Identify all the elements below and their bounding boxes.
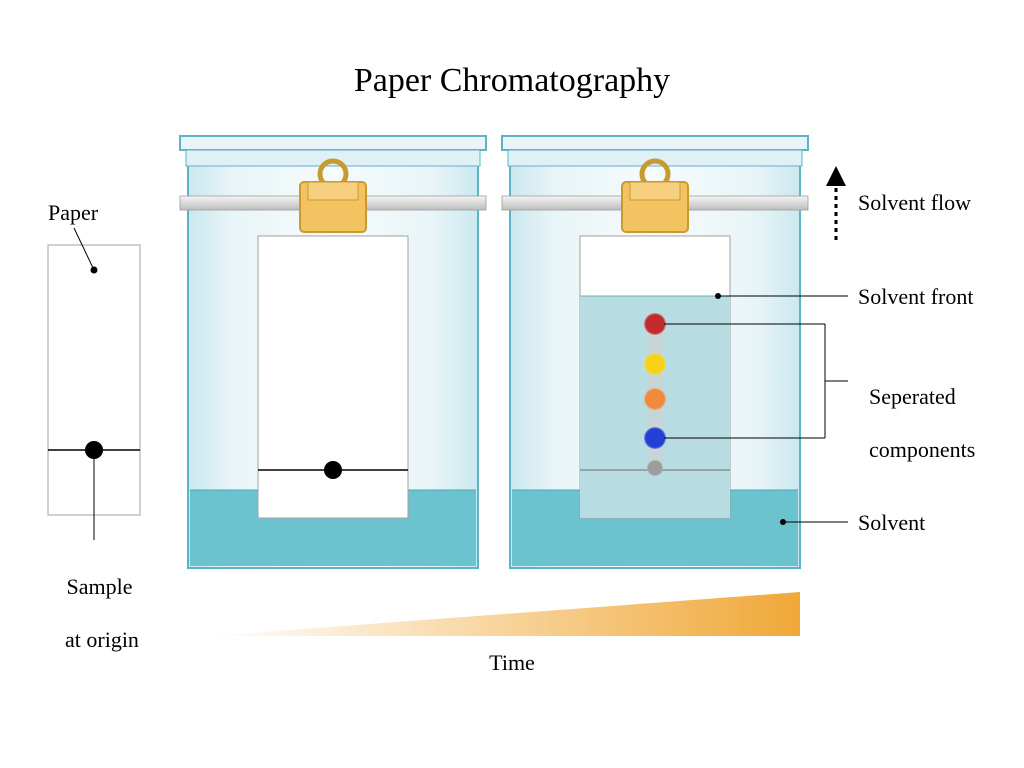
label-separated: Seperated components [858,358,975,464]
label-sample-origin-l1: Sample [67,574,133,599]
label-sample-origin: Sample at origin [54,548,134,654]
diagram-canvas: { "title": { "text": "Paper Chromatograp… [0,0,1024,768]
label-sample-origin-l2: at origin [65,627,139,652]
jar-before [180,136,486,568]
jar1-origin-dot [324,461,342,479]
spot-red [644,313,666,335]
label-solvent-flow: Solvent flow [858,190,971,216]
solvent-flow-arrow [826,166,846,240]
label-solvent: Solvent [858,510,925,536]
spot-grey [647,460,663,476]
time-wedge [208,592,800,636]
left-paper-strip [48,228,140,540]
label-paper: Paper [48,200,98,226]
spot-yellow [644,353,666,375]
label-separated-l1: Seperated [869,384,956,409]
label-solvent-front: Solvent front [858,284,974,310]
label-time: Time [0,650,1024,676]
label-separated-l2: components [869,437,975,462]
spot-orange [644,388,666,410]
jar-after [502,136,808,568]
spot-blue [644,427,666,449]
